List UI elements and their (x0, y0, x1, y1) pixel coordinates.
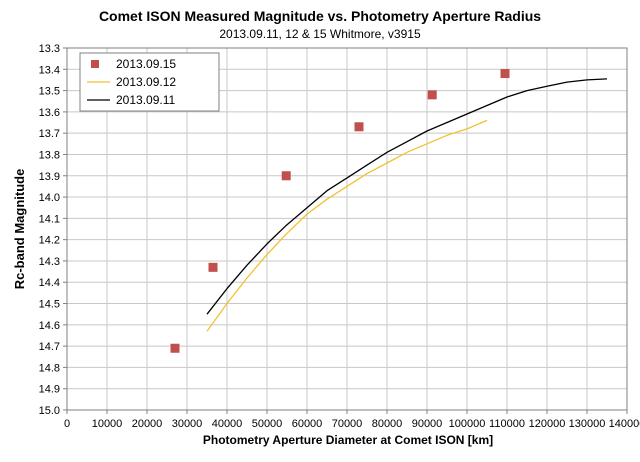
legend: 2013.09.15 2013.09.12 2013.09.11 (79, 52, 220, 112)
x-tick-label: 50000 (252, 418, 283, 430)
data-point-2013-09-15 (170, 343, 180, 353)
y-tick-label: 14.8 (39, 362, 60, 374)
legend-marker-square (91, 60, 99, 68)
x-tick-label: 130000 (569, 418, 606, 430)
series-layer (170, 69, 608, 353)
y-tick-label: 13.4 (39, 64, 60, 76)
y-tick-label: 13.8 (39, 149, 60, 161)
y-tick-label: 14.7 (39, 341, 60, 353)
x-tick-label: 110000 (489, 418, 525, 430)
data-point-2013-09-15 (208, 262, 218, 272)
legend-entry-2013-09-11: 2013.09.11 (87, 93, 175, 107)
y-tick-label: 13.3 (39, 43, 60, 55)
y-tick-label: 15.0 (39, 405, 60, 417)
legend-entry-2013-09-12: 2013.09.12 (87, 75, 176, 89)
y-tick-label: 14.0 (39, 192, 60, 204)
y-tick-label: 14.4 (39, 277, 60, 289)
x-tick-label: 120000 (529, 418, 566, 430)
y-tick-label: 14.5 (39, 299, 60, 311)
chart-subtitle: 2013.09.11, 12 & 15 Whitmore, v3915 (219, 27, 421, 41)
x-tick-label: 10000 (92, 418, 123, 430)
series-line-2013-09-11 (206, 78, 608, 315)
data-point-2013-09-15 (500, 69, 510, 79)
y-axis-ticks: 13.3 13.4 13.5 13.6 13.7 13.8 13.9 14.0 14.1 14.2… (39, 43, 67, 417)
y-tick-label: 13.7 (39, 128, 60, 140)
y-tick-label: 14.1 (39, 213, 60, 225)
legend-label: 2013.09.15 (116, 57, 176, 71)
chart-title: Comet ISON Measured Magnitude vs. Photom… (99, 8, 541, 24)
y-tick-label: 14.2 (39, 235, 60, 247)
legend-label: 2013.09.12 (116, 75, 176, 89)
x-tick-label: 20000 (132, 418, 163, 430)
legend-label: 2013.09.11 (116, 93, 175, 107)
x-tick-label: 140000 (609, 418, 640, 430)
y-tick-label: 14.3 (39, 256, 60, 268)
data-point-2013-09-15 (281, 171, 291, 181)
x-tick-label: 60000 (292, 418, 323, 430)
legend-entry-2013-09-15: 2013.09.15 (91, 57, 176, 71)
y-axis-title: Rc-band Magnitude (12, 169, 27, 290)
data-point-2013-09-15 (354, 122, 364, 132)
data-point-2013-09-15 (427, 90, 437, 100)
y-tick-label: 13.9 (39, 171, 60, 183)
x-tick-label: 90000 (412, 418, 443, 430)
x-tick-label: 100000 (449, 418, 486, 430)
x-axis-title: Photometry Aperture Diameter at Comet IS… (203, 433, 493, 447)
y-tick-label: 14.9 (39, 384, 60, 396)
x-tick-label: 0 (64, 418, 70, 430)
x-tick-label: 40000 (212, 418, 243, 430)
y-tick-label: 13.5 (39, 86, 60, 98)
x-axis-ticks: 0 10000 20000 30000 40000 50000 60000 70000 8000… (64, 410, 640, 430)
x-tick-label: 30000 (172, 418, 203, 430)
x-tick-label: 70000 (332, 418, 363, 430)
series-line-2013-09-12 (206, 119, 488, 332)
y-tick-label: 13.6 (39, 107, 60, 119)
x-tick-label: 80000 (372, 418, 403, 430)
y-tick-label: 14.6 (39, 320, 60, 332)
